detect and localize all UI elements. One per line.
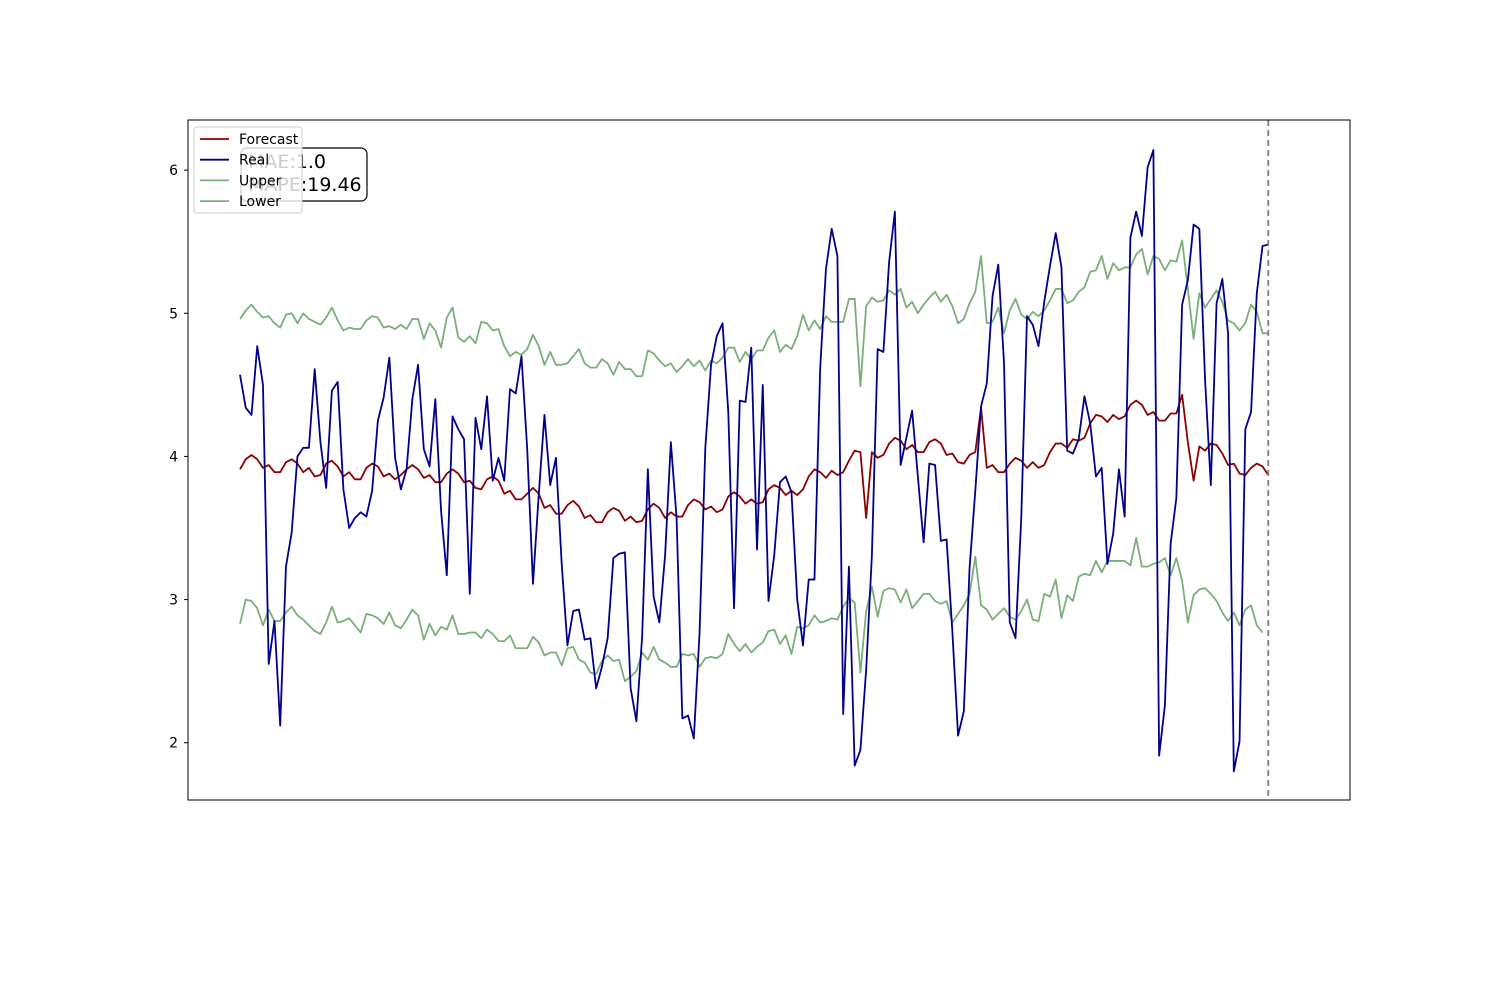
y-tick-label: 3: [169, 593, 178, 609]
legend-label: Real: [239, 153, 269, 169]
legend-label: Upper: [239, 173, 282, 189]
y-tick-label: 4: [169, 449, 178, 465]
legend: Forecast Real Upper Lower: [193, 126, 303, 214]
legend-label: Lower: [239, 194, 281, 210]
y-axis: 2 3 4 5 6: [169, 163, 188, 752]
legend-item-forecast: Forecast: [200, 132, 299, 148]
series-lines-layer: [239, 149, 1270, 773]
legend-box: [193, 126, 303, 214]
legend-item-real: Real: [200, 153, 269, 169]
plot-frame: [187, 119, 1351, 801]
series-line-upper: [239, 239, 1269, 388]
series-line-forecast: [239, 393, 1270, 524]
series-line-lower: [239, 537, 1264, 683]
y-tick-label: 6: [169, 163, 178, 179]
series-line-real: [239, 149, 1269, 773]
y-tick-label: 2: [169, 736, 178, 752]
legend-item-upper: Upper: [200, 173, 282, 189]
y-tick-label: 5: [169, 306, 178, 322]
legend-item-lower: Lower: [200, 194, 281, 210]
legend-label: Forecast: [239, 132, 299, 148]
